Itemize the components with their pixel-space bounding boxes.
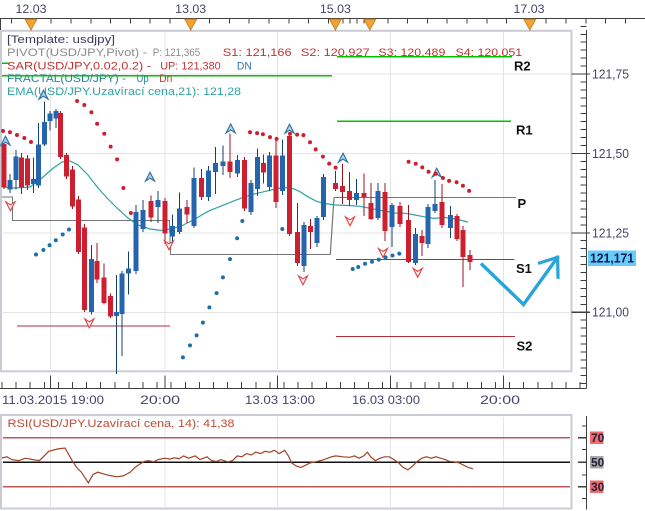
svg-text:121,25: 121,25 (592, 226, 629, 240)
svg-text:121,171: 121,171 (590, 252, 634, 266)
svg-text:13.03: 13.03 (175, 2, 206, 16)
svg-text:P: P (518, 196, 527, 211)
svg-text:P: 121,365: P: 121,365 (153, 47, 200, 59)
svg-text:[Template: usdjpy]: [Template: usdjpy] (7, 34, 115, 46)
svg-text:11.03.2015 19:00: 11.03.2015 19:00 (2, 393, 104, 407)
svg-text:DN: DN (237, 61, 252, 73)
svg-text:S2: S2 (517, 338, 533, 353)
svg-text:121,50: 121,50 (592, 147, 629, 161)
svg-text:70: 70 (591, 431, 605, 445)
svg-text:S1: 121,166: S1: 121,166 (223, 47, 292, 59)
svg-text:30: 30 (591, 480, 605, 494)
svg-text:15.03: 15.03 (320, 2, 351, 16)
svg-text:20:00: 20:00 (140, 393, 180, 407)
svg-text:PIVOT(USD/JPY,Pivot) -: PIVOT(USD/JPY,Pivot) - (7, 47, 147, 59)
svg-text:RSI(USD/JPY.Uzavírací cena, 14: RSI(USD/JPY.Uzavírací cena, 14): 41,38 (8, 418, 235, 430)
svg-text:20:00: 20:00 (480, 393, 520, 407)
svg-text:121,00: 121,00 (592, 306, 629, 320)
svg-text:50: 50 (591, 456, 605, 470)
svg-text:R1: R1 (516, 123, 533, 138)
svg-text:EMA(USD/JPY.Uzavírací cena,21): EMA(USD/JPY.Uzavírací cena,21): 121,28 (7, 86, 241, 98)
svg-text:17.03: 17.03 (514, 2, 545, 16)
svg-text:12.03: 12.03 (16, 2, 47, 16)
svg-text:UP: 121,380: UP: 121,380 (160, 61, 221, 73)
svg-text:16.03 03:00: 16.03 03:00 (352, 393, 420, 407)
svg-text:S1: S1 (516, 261, 532, 276)
svg-text:13.03 13:00: 13.03 13:00 (245, 393, 315, 407)
svg-text:121,75: 121,75 (592, 67, 629, 81)
svg-text:SAR(USD/JPY,0.02,0.2) -: SAR(USD/JPY,0.02,0.2) - (7, 61, 151, 73)
svg-text:R2: R2 (514, 59, 531, 74)
